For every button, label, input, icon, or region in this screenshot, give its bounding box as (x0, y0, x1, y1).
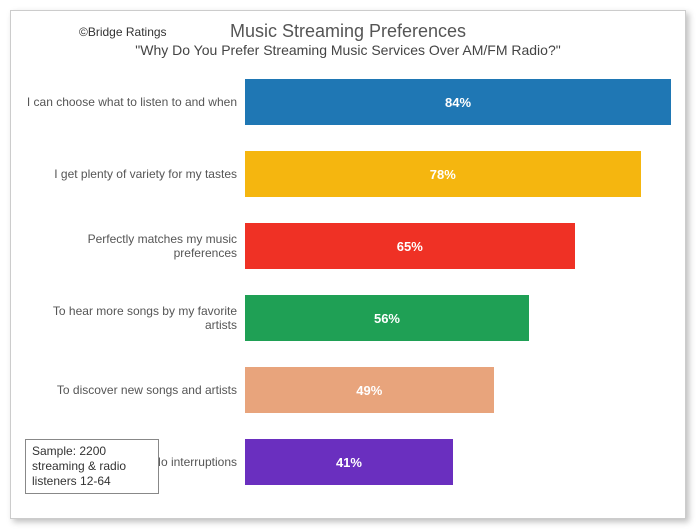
bar-category-label: I can choose what to listen to and when (25, 95, 245, 109)
bar-value-label: 56% (374, 311, 400, 326)
bar-row: I get plenty of variety for my tastes 78… (25, 145, 671, 203)
bar-category-label: To hear more songs by my favorite artist… (25, 304, 245, 332)
bar-track: 41% (245, 439, 671, 485)
bar-value-label: 78% (430, 167, 456, 182)
bar-category-label: I get plenty of variety for my tastes (25, 167, 245, 181)
bar-value-label: 84% (445, 95, 471, 110)
bar-value-label: 41% (336, 455, 362, 470)
bar-category-label: Perfectly matches my music preferences (25, 232, 245, 260)
bar-row: To hear more songs by my favorite artist… (25, 289, 671, 347)
bar-value-label: 49% (356, 383, 382, 398)
bar: 84% (245, 79, 671, 125)
bar-row: To discover new songs and artists 49% (25, 361, 671, 419)
bar-track: 65% (245, 223, 671, 269)
bar: 49% (245, 367, 494, 413)
source-credit: ©Bridge Ratings (79, 25, 167, 39)
bar-track: 84% (245, 79, 671, 125)
bar-track: 78% (245, 151, 671, 197)
bar: 56% (245, 295, 529, 341)
plot-area: I can choose what to listen to and when … (25, 73, 671, 498)
bar: 65% (245, 223, 575, 269)
bar: 41% (245, 439, 453, 485)
sample-note: Sample: 2200 streaming & radio listeners… (25, 439, 159, 494)
bar-value-label: 65% (397, 239, 423, 254)
bar-track: 56% (245, 295, 671, 341)
bar-track: 49% (245, 367, 671, 413)
chart-subtitle: "Why Do You Prefer Streaming Music Servi… (11, 42, 685, 58)
bar-row: Perfectly matches my music preferences 6… (25, 217, 671, 275)
bar-row: I can choose what to listen to and when … (25, 73, 671, 131)
bar-category-label: To discover new songs and artists (25, 383, 245, 397)
bar: 78% (245, 151, 641, 197)
chart-container: ©Bridge Ratings Music Streaming Preferen… (10, 10, 686, 519)
